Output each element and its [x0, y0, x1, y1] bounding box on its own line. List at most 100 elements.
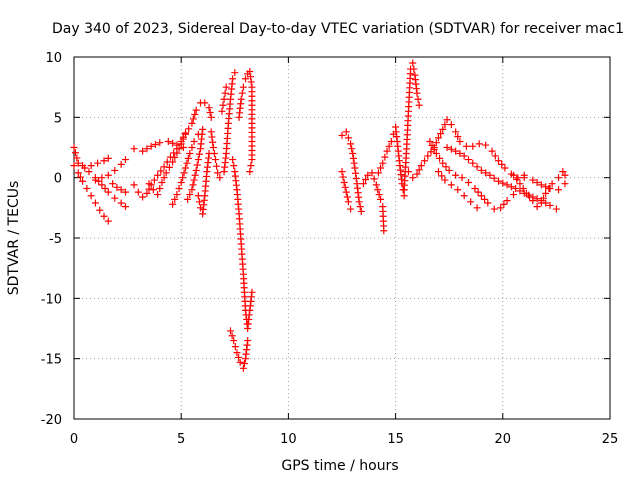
data-point — [548, 180, 556, 188]
data-point — [413, 89, 421, 97]
data-point — [179, 144, 187, 151]
data-point — [189, 181, 197, 189]
data-point — [475, 140, 483, 148]
data-point — [195, 198, 203, 206]
data-point — [529, 176, 537, 184]
data-point — [87, 162, 95, 170]
y-axis-label: SDTVAR / TECUs — [6, 181, 22, 296]
data-point — [341, 183, 349, 191]
data-point — [190, 176, 198, 184]
data-point — [516, 180, 524, 188]
data-point — [180, 169, 188, 177]
data-point — [447, 121, 455, 129]
data-point — [421, 157, 429, 165]
series-track-19 — [359, 169, 388, 235]
data-point — [555, 174, 563, 182]
data-point — [130, 145, 138, 153]
data-point — [351, 164, 359, 172]
data-point — [147, 142, 155, 150]
data-point — [229, 75, 237, 83]
data-point — [374, 169, 382, 177]
data-point — [205, 104, 213, 112]
data-point — [71, 149, 79, 157]
data-point — [74, 169, 82, 177]
data-point — [490, 174, 498, 182]
series-track-9 — [169, 130, 202, 208]
data-point — [76, 173, 84, 181]
data-point — [339, 173, 347, 181]
data-point — [540, 194, 548, 202]
data-point — [542, 189, 550, 197]
data-point — [83, 185, 91, 193]
data-point — [352, 169, 360, 177]
data-point — [447, 145, 455, 153]
data-point — [169, 139, 177, 147]
data-point — [404, 168, 412, 176]
series-track-24 — [443, 144, 560, 213]
data-point — [481, 195, 489, 203]
data-point — [100, 157, 108, 165]
data-point — [181, 164, 189, 172]
data-point — [377, 195, 385, 203]
y-tick-label: 0 — [54, 172, 62, 187]
data-point — [117, 160, 125, 168]
data-point — [186, 150, 194, 158]
data-point — [121, 156, 129, 164]
x-tick-label: 5 — [177, 432, 185, 447]
data-point — [244, 337, 252, 345]
data-point — [437, 130, 445, 138]
series-track-21 — [400, 59, 423, 194]
data-point — [230, 162, 238, 170]
data-point — [183, 159, 191, 167]
data-point — [213, 162, 221, 170]
data-point — [349, 154, 357, 162]
data-point — [235, 353, 243, 361]
data-point — [441, 176, 449, 184]
data-point — [175, 185, 183, 193]
data-point — [87, 192, 95, 200]
data-point — [338, 131, 346, 139]
data-point — [520, 174, 528, 182]
data-point — [348, 145, 356, 153]
data-point — [201, 99, 209, 107]
data-point — [207, 128, 215, 136]
data-point — [434, 168, 442, 176]
data-point — [94, 159, 102, 167]
data-point — [430, 146, 438, 154]
data-point — [555, 186, 563, 194]
series-track-12 — [207, 69, 239, 182]
data-point — [372, 181, 380, 189]
series-track-18 — [338, 168, 355, 213]
data-point — [242, 75, 250, 83]
data-point — [467, 198, 475, 206]
data-point — [490, 205, 498, 213]
data-point — [542, 183, 550, 191]
data-point — [338, 168, 346, 176]
data-point — [357, 207, 365, 215]
data-point — [210, 150, 218, 158]
data-point — [121, 188, 129, 196]
data-point — [385, 142, 393, 150]
data-point — [439, 159, 447, 167]
data-point — [343, 193, 351, 201]
data-point — [130, 181, 138, 189]
x-tick-labels: 0 5 10 15 20 25 — [70, 432, 618, 447]
data-point — [477, 192, 485, 200]
data-point — [156, 139, 164, 147]
data-point — [519, 185, 527, 193]
series-track-27 — [434, 168, 481, 212]
data-point — [190, 137, 198, 145]
data-point — [347, 205, 355, 213]
data-point — [191, 111, 199, 119]
data-point — [552, 205, 560, 213]
data-point — [501, 164, 509, 172]
data-point — [179, 174, 187, 182]
data-point — [559, 168, 567, 176]
data-point — [359, 180, 367, 188]
data-point — [227, 327, 235, 335]
data-point — [546, 201, 554, 209]
data-point — [169, 158, 177, 166]
data-point — [91, 199, 99, 207]
series-track-25 — [510, 168, 569, 211]
data-point — [374, 186, 382, 194]
